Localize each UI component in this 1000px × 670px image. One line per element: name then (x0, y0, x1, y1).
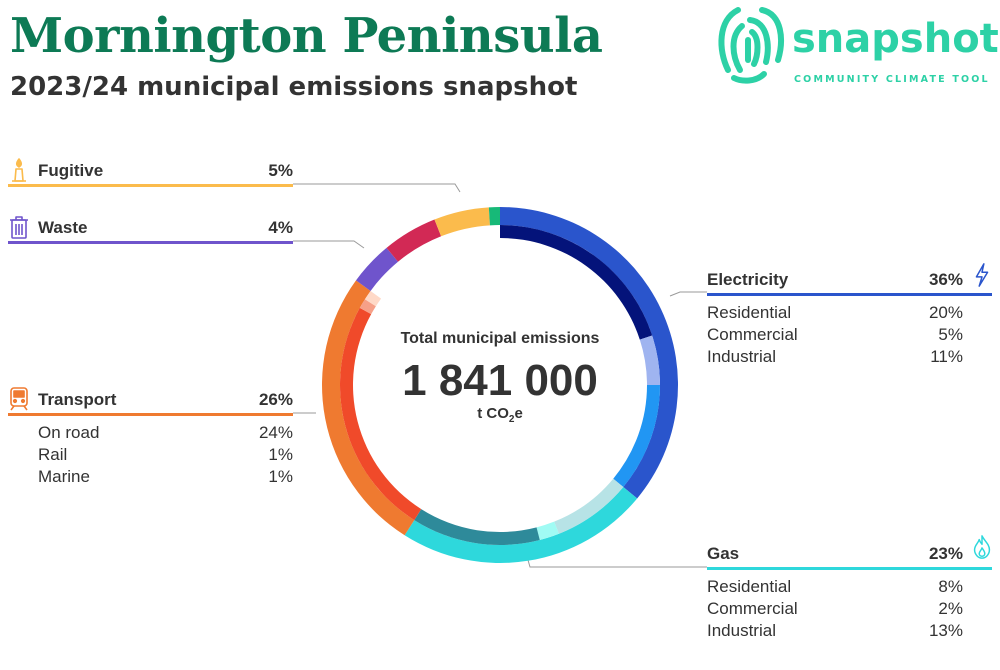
inner-slice-electricity-industrial (613, 385, 660, 487)
sub-item-pct: 2% (938, 599, 963, 618)
sub-item-pct: 20% (928, 303, 963, 322)
outer-slice-agriculture (386, 219, 442, 262)
leader-line-waste (293, 240, 365, 249)
sub-item-name: Residential (707, 303, 792, 322)
outer-ring (322, 207, 678, 563)
sub-item-pct: 13% (928, 621, 963, 640)
inner-slice-transport-rail (359, 299, 376, 315)
sub-item-pct: 1% (268, 445, 293, 464)
snapshot-logo: snapshot COMMUNITY CLIMATE TOOL (712, 0, 1000, 92)
sub-item: Rail 1% (38, 445, 293, 465)
leader-line-electricity (669, 291, 707, 297)
sub-item-name: Marine (38, 467, 90, 486)
gas-flare-icon (12, 158, 26, 182)
inner-slice-transport-on-road (340, 307, 422, 521)
outer-slice-other (488, 207, 500, 226)
sub-item-name: Industrial (707, 621, 776, 640)
inner-slice-gas-residential (554, 478, 624, 534)
sector-name: Fugitive (38, 161, 104, 180)
sub-item-name: On road (38, 423, 100, 442)
leader-lines (293, 183, 707, 568)
page-title: Mornington Peninsula (10, 8, 603, 64)
lightning-icon (975, 263, 989, 287)
inner-slice-gas-commercial (536, 521, 559, 540)
sector-name: Gas (707, 544, 740, 563)
sector-pct: 26% (258, 390, 293, 409)
sub-item-pct: 5% (938, 325, 963, 344)
sector-name: Transport (38, 390, 117, 409)
outer-slice-electricity (500, 207, 678, 499)
leader-line-gas (527, 559, 707, 568)
total-value: 1 841 000 (402, 356, 598, 405)
sub-item-name: Rail (38, 445, 68, 464)
page-subtitle: 2023/24 municipal emissions snapshot (10, 72, 578, 102)
inner-slice-gas-industrial (414, 509, 540, 545)
total-caption: Total municipal emissions (400, 330, 600, 347)
fingerprint-logo-icon (718, 7, 784, 84)
sub-item: Industrial 11% (707, 347, 963, 367)
sector-pct: 36% (928, 270, 963, 289)
sub-item: Industrial 13% (707, 621, 963, 641)
sub-item: On road 24% (38, 423, 293, 443)
inner-slice-electricity-residential (500, 225, 653, 340)
inner-slice-transport-marine (364, 290, 382, 307)
sub-item-pct: 8% (938, 577, 963, 596)
logo-wordmark: snapshot (792, 16, 999, 62)
sub-item-name: Commercial (707, 325, 798, 344)
sub-item-pct: 24% (258, 423, 293, 442)
legend-gas: Gas 23% Residential 8% Commercial 2% Ind… (707, 535, 992, 644)
inner-ring (340, 225, 660, 545)
sub-item-pct: 1% (268, 467, 293, 486)
flame-icon (973, 535, 991, 559)
sub-item: Residential 20% (707, 303, 963, 323)
sector-pct: 5% (268, 161, 293, 180)
outer-slice-gas (404, 486, 638, 563)
sector-pct: 4% (268, 218, 293, 237)
legend-transport: Transport 26% On road 24% Rail 1% Marine… (8, 387, 293, 490)
sector-rule (8, 241, 293, 244)
sub-item-name: Industrial (707, 347, 776, 366)
legend-fugitive: Fugitive 5% (8, 158, 293, 191)
sector-pct: 23% (928, 544, 963, 563)
sub-item: Residential 8% (707, 577, 963, 597)
bin-icon (10, 216, 28, 239)
total-unit: t CO2e (477, 405, 523, 425)
sub-item-name: Residential (707, 577, 792, 596)
sector-rule (8, 413, 293, 416)
sub-item: Commercial 5% (707, 325, 963, 345)
inner-slice-electricity-commercial (639, 335, 660, 385)
outer-slice-transport (322, 280, 415, 536)
train-icon (10, 387, 28, 411)
sector-rule (707, 567, 992, 570)
outer-slice-fugitive (434, 207, 490, 237)
leader-line-fugitive (293, 183, 461, 193)
legend-electricity: Electricity 36% Residential 20% Commerci… (707, 263, 992, 370)
logo-tagline: COMMUNITY CLIMATE TOOL (794, 74, 990, 85)
sector-rule (8, 184, 293, 187)
sector-name: Electricity (707, 270, 789, 289)
sub-item-name: Commercial (707, 599, 798, 618)
sector-name: Waste (38, 218, 88, 237)
outer-slice-waste (355, 247, 399, 291)
legend-waste: Waste 4% (8, 216, 293, 248)
sub-item-pct: 11% (930, 347, 963, 366)
sector-rule (707, 293, 992, 296)
sub-item: Marine 1% (38, 467, 293, 487)
sub-item: Commercial 2% (707, 599, 963, 619)
